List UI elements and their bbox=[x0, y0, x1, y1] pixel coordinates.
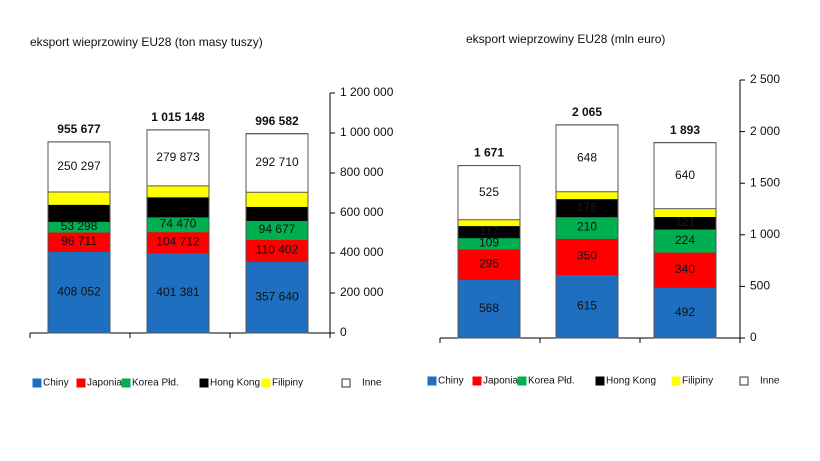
total-label: 2 065 bbox=[572, 105, 602, 119]
y-tick-label: 1 000 bbox=[750, 227, 780, 241]
legend-label: Hong Kong bbox=[210, 378, 260, 389]
data-label: 568 bbox=[479, 301, 499, 315]
data-label: 250 297 bbox=[57, 159, 101, 173]
data-label: 525 bbox=[479, 185, 499, 199]
bar-segment bbox=[653, 208, 717, 218]
bar-segment bbox=[555, 191, 619, 200]
data-label: 492 bbox=[675, 305, 695, 319]
legend-label: Korea Płd. bbox=[132, 378, 179, 389]
legend-swatch bbox=[517, 376, 527, 386]
legend-label: Inne bbox=[760, 376, 780, 387]
data-label: 96 711 bbox=[61, 234, 97, 248]
bar-segment bbox=[146, 185, 210, 198]
bar-segment bbox=[245, 191, 309, 207]
legend-label: Chiny bbox=[43, 378, 69, 389]
data-label: 295 bbox=[479, 256, 499, 270]
y-tick-label: 1 500 bbox=[750, 175, 780, 189]
data-label: 94 677 bbox=[259, 222, 296, 236]
data-label: 357 640 bbox=[255, 289, 299, 303]
data-label: 210 bbox=[577, 220, 597, 234]
data-label: 74 470 bbox=[160, 217, 197, 231]
data-label: 53 298 bbox=[61, 219, 98, 233]
data-label: 110 402 bbox=[256, 243, 299, 257]
total-label: 1 671 bbox=[474, 146, 504, 160]
data-label: 292 710 bbox=[255, 155, 299, 169]
legend-label: Hong Kong bbox=[606, 376, 656, 387]
legend-swatch bbox=[121, 378, 131, 388]
bar-segment bbox=[457, 219, 521, 227]
total-label: 955 677 bbox=[57, 122, 101, 136]
y-tick-label: 800 000 bbox=[340, 165, 384, 179]
bar-segment bbox=[47, 191, 111, 205]
legend-swatch bbox=[427, 376, 437, 386]
legend-label: Filipiny bbox=[272, 378, 303, 389]
bar-segment bbox=[457, 248, 521, 280]
data-label: 175 bbox=[577, 200, 597, 214]
legend-swatch bbox=[76, 378, 86, 388]
data-label: 121 bbox=[675, 215, 695, 229]
total-label: 1 015 148 bbox=[151, 110, 205, 124]
y-tick-label: 1 000 000 bbox=[340, 125, 394, 139]
legend-swatch bbox=[261, 378, 271, 388]
legend-label: Filipiny bbox=[682, 376, 713, 387]
y-tick-label: 200 000 bbox=[340, 285, 384, 299]
data-label: 117 bbox=[479, 224, 499, 238]
bar-outline bbox=[245, 133, 309, 334]
y-tick-label: 2 500 bbox=[750, 72, 780, 86]
bar-segment bbox=[245, 260, 309, 334]
y-tick-label: 0 bbox=[340, 325, 347, 339]
bar-outline bbox=[653, 142, 717, 339]
data-label: 340 bbox=[675, 262, 695, 276]
bar-outline bbox=[457, 165, 521, 339]
data-label: 224 bbox=[675, 233, 695, 247]
bar-outline bbox=[146, 129, 210, 334]
bar-segment bbox=[47, 250, 111, 334]
legend-swatch bbox=[595, 376, 605, 386]
bar-outline bbox=[555, 124, 619, 339]
data-label: 401 381 bbox=[156, 285, 200, 299]
data-label: 104 712 bbox=[156, 234, 200, 248]
total-label: 996 582 bbox=[255, 114, 299, 128]
bar-outline bbox=[47, 141, 111, 334]
legend-swatch bbox=[32, 378, 42, 388]
bar-segment bbox=[47, 141, 111, 193]
legend-swatch bbox=[671, 376, 681, 386]
data-label: 109 bbox=[479, 235, 499, 249]
legend-swatch bbox=[341, 378, 351, 388]
y-tick-label: 400 000 bbox=[340, 245, 384, 259]
data-label: 350 bbox=[577, 249, 597, 263]
legend-swatch bbox=[199, 378, 209, 388]
y-tick-label: 600 000 bbox=[340, 205, 384, 219]
y-tick-label: 1 200 000 bbox=[340, 85, 394, 99]
legend-swatch bbox=[739, 376, 749, 386]
legend-label: Japonia bbox=[87, 378, 122, 389]
data-label: 408 052 bbox=[57, 284, 101, 298]
chart-title: eksport wieprzowiny EU28 (ton masy tuszy… bbox=[30, 35, 263, 49]
chart-title: eksport wieprzowiny EU28 (mln euro) bbox=[466, 32, 665, 46]
bar-segment bbox=[245, 205, 309, 221]
bar-segment bbox=[555, 274, 619, 339]
total-label: 1 893 bbox=[670, 123, 700, 137]
legend-label: Korea Płd. bbox=[528, 376, 575, 387]
data-label: 640 bbox=[675, 168, 695, 182]
legend-swatch bbox=[472, 376, 482, 386]
y-tick-label: 500 bbox=[750, 279, 770, 293]
bar-segment bbox=[146, 129, 210, 187]
y-tick-label: 0 bbox=[750, 330, 757, 344]
legend-label: Inne bbox=[362, 378, 382, 389]
data-label: 648 bbox=[577, 151, 597, 165]
bar-segment bbox=[146, 196, 210, 218]
bar-segment bbox=[245, 133, 309, 193]
y-tick-label: 2 000 bbox=[750, 124, 780, 138]
legend-label: Chiny bbox=[438, 376, 464, 387]
data-label: 279 873 bbox=[156, 150, 200, 164]
bar-segment bbox=[47, 203, 111, 222]
data-label: 615 bbox=[577, 298, 597, 312]
legend-label: Japonia bbox=[483, 376, 518, 387]
